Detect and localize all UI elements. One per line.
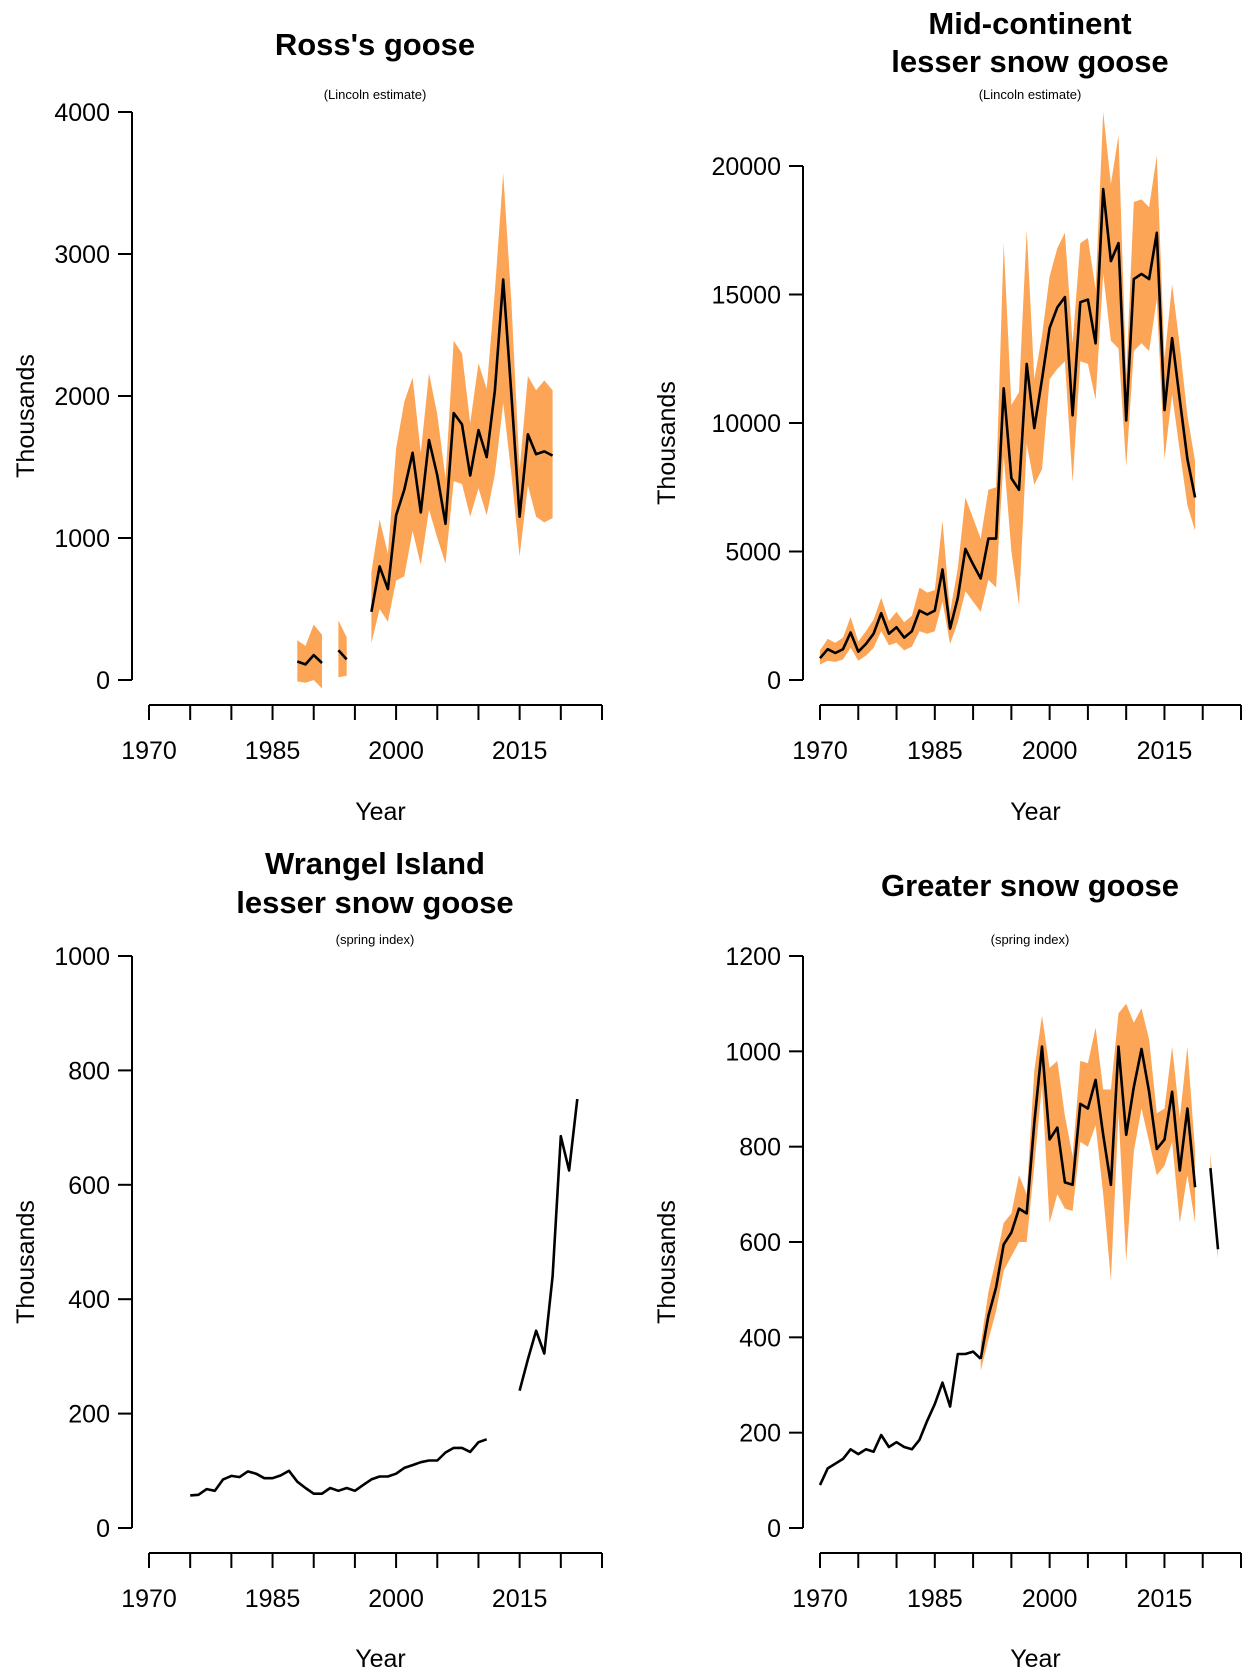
x-tick-label: 1985: [907, 1585, 963, 1613]
confidence-band-2: [980, 1003, 1196, 1371]
y-axis-label: Thousands: [653, 381, 681, 505]
x-tick-label: 1970: [121, 1585, 177, 1613]
y-tick-label: 15000: [711, 282, 781, 310]
x-tick-label: 2015: [492, 737, 548, 765]
y-tick-label: 1000: [725, 1038, 781, 1066]
y-tick-label: 200: [739, 1420, 781, 1448]
x-tick-label: 2000: [1022, 1585, 1078, 1613]
y-tick-label: 800: [68, 1057, 110, 1085]
series-line-1: [819, 187, 1197, 660]
y-axis-label: Thousands: [653, 1200, 681, 1324]
y-tick-label: 200: [68, 1401, 110, 1429]
y-tick-label: 600: [68, 1172, 110, 1200]
x-tick-label: 2015: [1137, 1585, 1193, 1613]
x-tick-label: 2000: [368, 1585, 424, 1613]
y-tick-label: 4000: [54, 99, 110, 127]
panel-subtitle: (spring index): [991, 932, 1070, 947]
y-tick-label: 1000: [54, 525, 110, 553]
y-tick-label: 400: [68, 1286, 110, 1314]
y-axis-label: Thousands: [12, 1200, 40, 1324]
x-axis-label: Year: [1010, 798, 1061, 826]
y-tick-label: 0: [96, 667, 110, 695]
series-line-1: [818, 1350, 982, 1486]
panel-title: lesser snow goose: [891, 44, 1168, 79]
x-tick-label: 1985: [245, 737, 301, 765]
y-tick-label: 0: [767, 1515, 781, 1543]
y-tick-label: 20000: [711, 153, 781, 181]
x-tick-label: 2015: [1137, 737, 1193, 765]
y-tick-label: 0: [767, 667, 781, 695]
panel-subtitle: (Lincoln estimate): [324, 87, 427, 102]
confidence-band-1: [820, 112, 1196, 665]
x-tick-label: 2000: [1022, 737, 1078, 765]
confidence-band-3: [371, 173, 553, 644]
y-tick-label: 10000: [711, 410, 781, 438]
confidence-band-2: [338, 620, 347, 678]
series-line-2: [979, 1045, 1197, 1360]
y-tick-label: 2000: [54, 383, 110, 411]
y-tick-label: 600: [739, 1229, 781, 1257]
panel-4: Greater snow goose (spring index) 0 200 400 6…: [653, 868, 1242, 1673]
series-line-3: [370, 278, 554, 613]
y-tick-label: 1200: [725, 943, 781, 971]
panel-title: Greater snow goose: [881, 868, 1179, 903]
x-tick-label: 1985: [907, 737, 963, 765]
panel-title: lesser snow goose: [236, 885, 513, 920]
y-tick-label: 5000: [725, 539, 781, 567]
y-tick-label: 0: [96, 1515, 110, 1543]
y-tick-label: 800: [739, 1134, 781, 1162]
series-line-3: [1209, 1167, 1220, 1250]
x-tick-label: 1985: [245, 1585, 301, 1613]
series-line-2: [518, 1098, 579, 1392]
x-axis-label: Year: [355, 1645, 406, 1673]
panel-title: Wrangel Island: [265, 846, 485, 881]
confidence-band-1: [297, 624, 322, 689]
x-tick-label: 1970: [121, 737, 177, 765]
series-line-2: [337, 649, 348, 661]
x-tick-label: 1970: [792, 1585, 848, 1613]
panel-1: Ross's goose (Lincoln estimate) 0 1000 2000 3…: [12, 27, 603, 826]
y-tick-label: 1000: [54, 943, 110, 971]
panel-title: Ross's goose: [275, 27, 475, 62]
y-axis-label: Thousands: [12, 354, 40, 478]
x-axis-label: Year: [1010, 1645, 1061, 1673]
x-tick-label: 1970: [792, 737, 848, 765]
series-line-1: [190, 1438, 488, 1497]
y-tick-label: 3000: [54, 241, 110, 269]
panel-3: Wrangel Island lesser snow goose (spring i…: [12, 846, 603, 1673]
series-line-1: [296, 653, 323, 666]
panel-title: Mid-continent: [928, 6, 1131, 41]
x-tick-label: 2000: [368, 737, 424, 765]
x-axis-label: Year: [355, 798, 406, 826]
panel-subtitle: (Lincoln estimate): [979, 87, 1082, 102]
y-tick-label: 400: [739, 1324, 781, 1352]
x-tick-label: 2015: [492, 1585, 548, 1613]
panel-subtitle: (spring index): [336, 932, 415, 947]
